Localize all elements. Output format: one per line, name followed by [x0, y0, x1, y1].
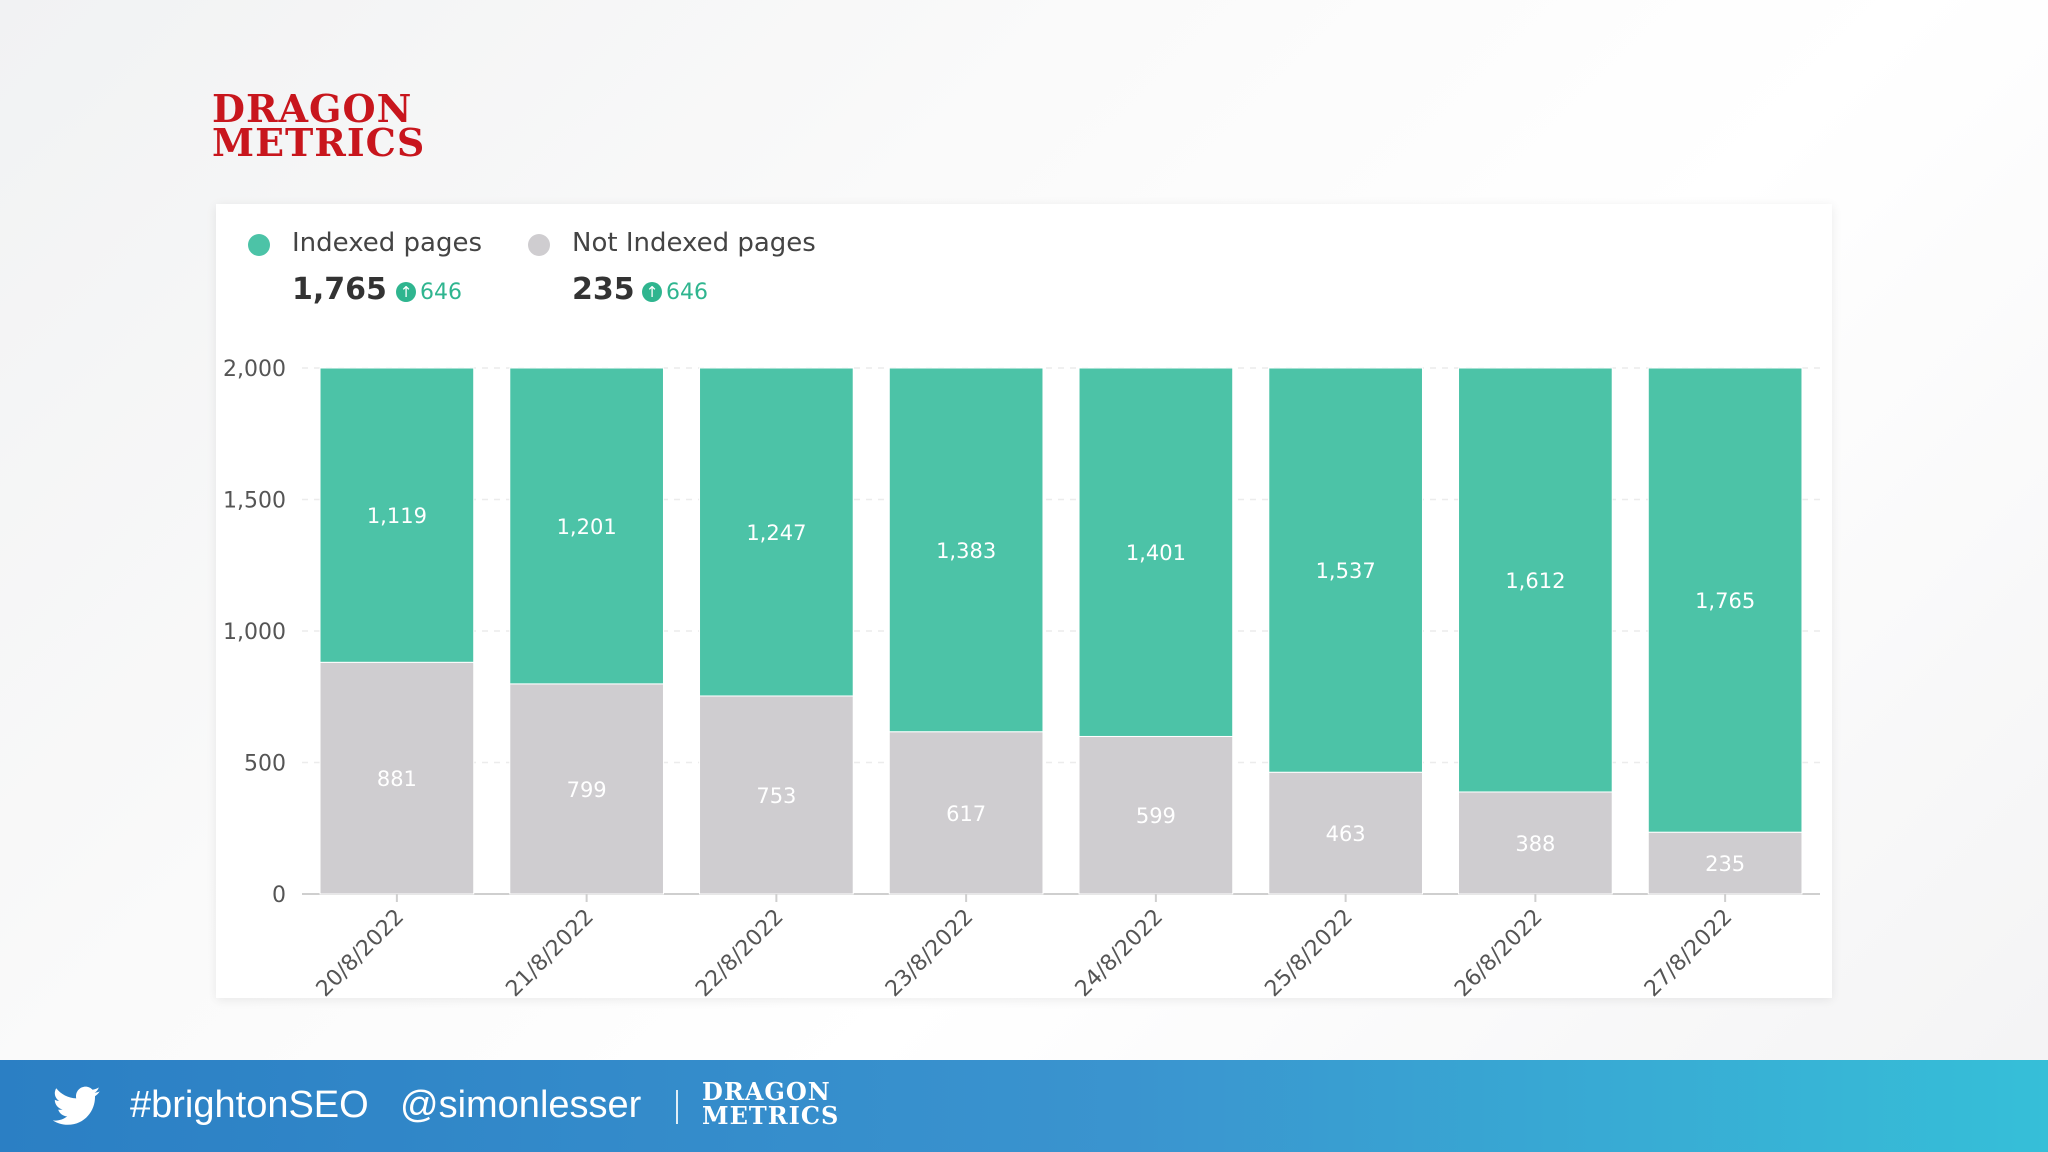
y-tick-label: 500	[244, 752, 286, 777]
stacked-bar-chart: 0 500 1,000 1,500 2,000 881 1,119 20/8/2022 799 1…	[223, 357, 1820, 998]
footer-bar: #brightonSEO @simonlesser DRAGON METRICS	[0, 1060, 2048, 1152]
data-label: 463	[1326, 822, 1366, 846]
stat-value-not-indexed: 235	[572, 272, 635, 307]
bar-segment	[319, 367, 475, 663]
x-tick-label: 25/8/2022	[1260, 905, 1357, 998]
x-tick-label: 26/8/2022	[1450, 905, 1547, 998]
data-label: 599	[1136, 804, 1176, 828]
stat-delta-indexed: ↑ 646	[396, 280, 462, 305]
data-label: 235	[1705, 852, 1745, 876]
bar-segment	[699, 367, 854, 697]
bar-segment	[1078, 735, 1234, 895]
y-tick-label: 0	[272, 883, 286, 908]
footer-divider	[676, 1090, 678, 1124]
bar-segment	[1458, 791, 1613, 895]
legend-dot-indexed	[248, 234, 270, 256]
dragon-metrics-logo: DRAGON METRICS	[212, 86, 426, 165]
data-label: 1,765	[1695, 589, 1755, 613]
bar-segment	[1078, 367, 1234, 737]
data-label: 1,201	[557, 515, 617, 539]
data-label: 617	[946, 802, 986, 826]
data-label: 799	[567, 778, 607, 802]
y-tick-label: 1,500	[223, 489, 286, 514]
y-tick-label: 1,000	[223, 620, 286, 645]
arrow-up-icon: ↑	[396, 282, 416, 302]
bar-segment	[319, 661, 475, 895]
data-label: 388	[1515, 832, 1555, 856]
data-label: 881	[377, 767, 417, 791]
bar-segment	[1268, 367, 1423, 773]
bar-segment	[1647, 367, 1803, 833]
legend-dot-not-indexed	[528, 234, 550, 256]
footer-logo-line-1: DRAGON	[702, 1077, 831, 1106]
x-tick-label: 22/8/2022	[691, 905, 788, 998]
data-label: 1,247	[746, 521, 806, 545]
twitter-bird-icon[interactable]	[50, 1082, 104, 1130]
data-label: 1,401	[1126, 541, 1186, 565]
logo-line-1: DRAGON	[212, 86, 413, 131]
x-tick-label: 21/8/2022	[501, 905, 598, 998]
bar-segment	[888, 367, 1044, 733]
data-label: 1,119	[367, 504, 427, 528]
bar-segment	[1647, 831, 1803, 895]
data-label: 753	[756, 784, 796, 808]
x-tick-label: 20/8/2022	[312, 905, 409, 998]
footer-handle[interactable]: @simonlesser	[400, 1084, 642, 1126]
legend-label-not-indexed: Not Indexed pages	[572, 228, 816, 258]
arrow-up-icon: ↑	[642, 282, 662, 302]
footer-logo-line-2: METRICS	[702, 1101, 840, 1130]
stat-delta-not-indexed: ↑ 646	[642, 280, 708, 305]
bar-segment	[1268, 771, 1423, 895]
x-tick-label: 27/8/2022	[1640, 905, 1737, 998]
x-tick-label: 24/8/2022	[1071, 905, 1168, 998]
data-label: 1,612	[1505, 569, 1565, 593]
footer-hashtag[interactable]: #brightonSEO	[130, 1084, 369, 1126]
stat-delta-indexed-value: 646	[420, 280, 462, 305]
chart-card: Indexed pages 1,765 ↑ 646 Not Indexed pag…	[216, 204, 1832, 998]
data-label: 1,537	[1316, 559, 1376, 583]
bar-segment	[1458, 367, 1613, 793]
x-tick-label: 23/8/2022	[881, 905, 978, 998]
y-tick-label: 2,000	[223, 357, 286, 382]
logo-line-2: METRICS	[212, 120, 426, 165]
footer-logo: DRAGON METRICS	[702, 1080, 839, 1128]
stat-delta-not-indexed-value: 646	[666, 280, 708, 305]
bar-segment	[509, 367, 664, 685]
stat-value-indexed: 1,765	[292, 272, 387, 307]
legend-label-indexed: Indexed pages	[292, 228, 483, 258]
data-label: 1,383	[936, 539, 996, 563]
